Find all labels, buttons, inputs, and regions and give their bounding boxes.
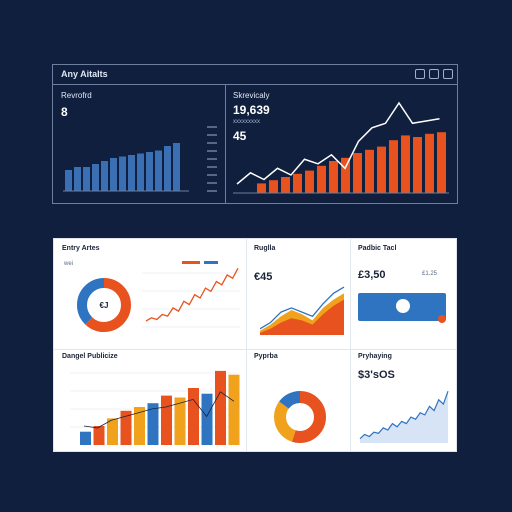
bar xyxy=(293,173,302,193)
panel-header: Any Aitalts xyxy=(53,65,457,85)
bar xyxy=(365,149,374,193)
donut-segment xyxy=(77,278,131,332)
left-chart-value: 8 xyxy=(61,105,68,119)
bar xyxy=(110,158,117,191)
bar xyxy=(257,183,266,193)
donut-segment xyxy=(274,391,326,443)
card-title: Padbic Tacl xyxy=(358,245,397,252)
bar xyxy=(401,135,410,193)
settings-icon[interactable] xyxy=(415,69,425,79)
bar xyxy=(155,150,162,191)
bar xyxy=(174,397,186,445)
bar xyxy=(305,170,314,193)
bar xyxy=(120,410,132,445)
bar xyxy=(377,146,386,193)
bar xyxy=(173,143,180,191)
logo-icon xyxy=(396,299,410,313)
bar xyxy=(188,388,199,445)
bar-chart xyxy=(70,370,240,445)
left-chart-label: Revrofrd xyxy=(61,91,92,100)
bar xyxy=(83,167,90,191)
right-combo-chart xyxy=(233,101,449,194)
bar xyxy=(137,153,144,191)
bar xyxy=(425,133,434,193)
card-title: Pryhaying xyxy=(358,353,392,360)
right-chart-subvalue: 45 xyxy=(233,129,247,143)
divider xyxy=(54,349,456,350)
right-chart-sublabel: xxxxxxxxx xyxy=(233,119,260,125)
donut-chart: €J xyxy=(77,278,131,332)
filter-icon[interactable] xyxy=(429,69,439,79)
panel-title: Any Aitalts xyxy=(61,69,108,79)
card-subtitle: wei xyxy=(64,261,74,267)
bar xyxy=(101,161,108,191)
left-bar-chart xyxy=(63,126,217,192)
card-value: €45 xyxy=(254,271,273,283)
card-title: Pyprba xyxy=(254,353,278,360)
line-chart xyxy=(142,261,240,328)
trend-line xyxy=(359,390,449,440)
card-title: Entry Artes xyxy=(62,245,100,252)
dashboard-panel: Entry Artes wei €J Ruglla €45 Padbic Tac… xyxy=(53,238,457,452)
bar xyxy=(161,395,172,445)
trend-line xyxy=(236,101,440,185)
bar xyxy=(93,426,105,445)
right-chart-value: 19,639 xyxy=(233,103,270,117)
divider xyxy=(225,85,226,203)
donut-chart xyxy=(274,391,326,443)
bar xyxy=(74,167,81,191)
bar xyxy=(92,164,99,191)
bar xyxy=(413,137,422,193)
bar xyxy=(164,146,171,191)
trend-line xyxy=(83,391,235,429)
area-chart xyxy=(260,286,345,335)
bar xyxy=(389,140,398,193)
divider xyxy=(350,239,351,451)
bar xyxy=(437,132,446,193)
bar xyxy=(128,155,135,191)
bar xyxy=(146,152,153,191)
bar xyxy=(65,170,72,191)
line-chart xyxy=(359,390,449,443)
bar xyxy=(119,156,126,191)
divider xyxy=(246,239,247,451)
bar xyxy=(329,161,338,193)
bar xyxy=(201,393,213,445)
card-value: $3'sOS xyxy=(358,369,395,381)
expand-icon[interactable] xyxy=(443,69,453,79)
area-series xyxy=(260,299,344,335)
bar xyxy=(80,431,91,445)
bar xyxy=(353,153,362,193)
legend-swatch xyxy=(204,261,218,264)
card-secondary-value: £1.25 xyxy=(422,271,438,277)
trend-line xyxy=(145,267,239,322)
bar xyxy=(228,374,240,445)
bar xyxy=(281,177,290,193)
right-chart-label: Skrevicaly xyxy=(233,91,270,100)
bar xyxy=(107,418,118,445)
analytics-panel: Any Aitalts Revrofrd 8 Skrevicaly 19,639… xyxy=(52,64,458,204)
bar xyxy=(341,157,350,193)
notification-icon[interactable] xyxy=(438,315,446,323)
bar xyxy=(215,370,226,445)
bar xyxy=(147,403,159,445)
card-title: Ruglla xyxy=(254,245,276,252)
bar xyxy=(134,407,145,445)
card-value: £3,50 xyxy=(358,269,386,281)
highlight-banner[interactable] xyxy=(358,293,446,321)
card-title: Dangel Publicize xyxy=(62,353,118,360)
trend-line xyxy=(260,286,345,330)
donut-center-label: €J xyxy=(100,301,109,310)
bar xyxy=(317,165,326,193)
bar xyxy=(269,180,278,193)
donut-segment xyxy=(274,391,326,443)
area-fill xyxy=(360,391,448,443)
legend-swatch xyxy=(182,261,200,264)
